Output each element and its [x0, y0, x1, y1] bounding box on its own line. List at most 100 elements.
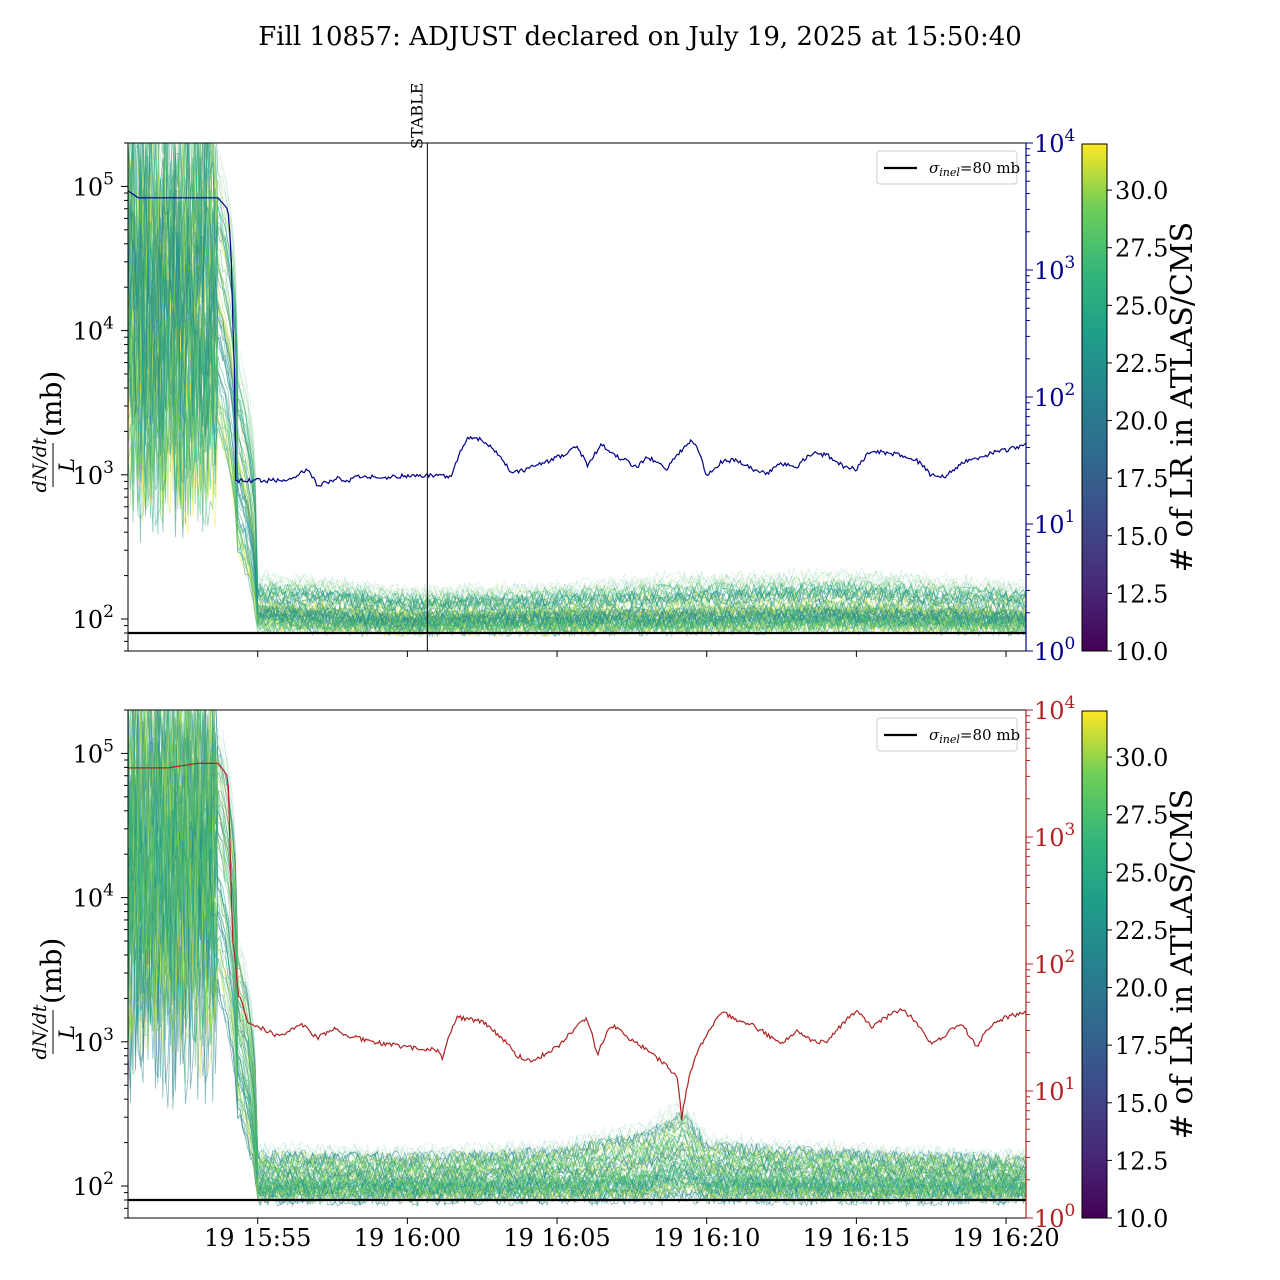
left-axis-label-denominator: L: [55, 458, 79, 473]
lr-trace: [128, 143, 1026, 612]
lr-trace: [128, 710, 1026, 1184]
lr-trace: [128, 710, 1026, 1176]
left-axis-label-denominator: L: [55, 1025, 79, 1040]
lr-trace: [128, 710, 1026, 1179]
lr-trace: [128, 746, 1026, 1192]
lr-trace: [128, 324, 1026, 638]
left-axis-label-unit: (mb): [35, 371, 68, 437]
colorbar-label: # of LR in ATLAS/CMS: [1165, 222, 1200, 572]
right-axis-tick-label: 101: [1034, 1074, 1075, 1106]
legend-label: σinel=80 mb: [929, 159, 1020, 179]
lr-trace: [128, 710, 1026, 1177]
lr-trace: [130, 710, 1026, 1162]
lr-trace: [128, 710, 1026, 1182]
lr-trace: [128, 710, 1026, 1170]
lr-trace: [128, 710, 1026, 1176]
lr-trace: [128, 216, 1026, 629]
lr-trace: [128, 143, 1026, 615]
lr-trace: [128, 735, 1026, 1190]
right-axis-tick-label: 103: [1034, 820, 1075, 852]
lr-trace: [128, 201, 1026, 627]
colorbar: 10.0 12.5 15.0 17.5 20.0 22.5 25.0 27.5 30.0 # of…: [1081, 143, 1200, 666]
lr-trace: [128, 143, 1026, 601]
lr-trace: [128, 773, 1026, 1196]
lr-trace: [128, 730, 1026, 1189]
lr-trace: [128, 143, 1026, 610]
left-axis-label-numerator: dN/dt: [29, 1004, 51, 1059]
lr-trace: [128, 215, 1026, 630]
lr-trace: [128, 710, 1026, 1182]
lr-trace: [128, 790, 1026, 1196]
lr-trace: [128, 710, 1026, 1179]
colorbar-label: # of LR in ATLAS/CMS: [1165, 789, 1200, 1139]
x-axis-tick-label: 19 16:05: [503, 1224, 610, 1252]
lr-trace: [128, 819, 1026, 1201]
lr-trace: [128, 224, 1026, 631]
right-axis-tick-label: 101: [1034, 507, 1075, 539]
lr-trace: [128, 143, 1026, 614]
lr-trace: [130, 710, 1026, 1163]
lr-trace: [128, 758, 1026, 1194]
lr-trace: [128, 195, 1026, 626]
colorbar-tick-label: 10.0: [1115, 638, 1168, 666]
lr-trace: [128, 843, 1026, 1203]
lr-trace: [128, 858, 1026, 1204]
lr-trace: [128, 157, 1026, 622]
lr-trace: [128, 710, 1026, 1184]
lr-trace: [128, 153, 1026, 623]
lr-trace: [128, 221, 1026, 627]
lr-trace: [128, 240, 1026, 630]
x-axis-tick-label: 19 16:15: [803, 1224, 910, 1252]
colorbar-tick-label: 22.5: [1115, 917, 1168, 945]
left-axis-tick-label: 104: [73, 881, 114, 913]
lr-trace: [128, 143, 1026, 609]
colorbar: 10.0 12.5 15.0 17.5 20.0 22.5 25.0 27.5 30.0 # of…: [1081, 710, 1200, 1233]
lr-trace: [132, 143, 1026, 603]
x-axis-tick-label: 19 15:55: [204, 1224, 311, 1252]
lr-trace: [128, 195, 1026, 627]
lr-trace: [128, 143, 1026, 615]
lr-trace: [128, 143, 1026, 599]
lr-trace: [128, 188, 1026, 627]
colorbar-tick-label: 30.0: [1115, 177, 1168, 205]
lr-trace: [128, 710, 1026, 1170]
colorbar-tick-label: 10.0: [1115, 1205, 1168, 1233]
lr-trace: [128, 241, 1026, 632]
colorbar-tick-label: 20.0: [1115, 975, 1168, 1003]
lr-trace: [128, 234, 1026, 630]
legend: σinel=80 mb: [876, 150, 1020, 185]
x-axis-tick-label: 19 16:20: [952, 1224, 1059, 1252]
lr-trace: [128, 143, 1026, 620]
lr-trace: [128, 143, 1026, 607]
lr-trace: [128, 710, 1026, 1184]
left-axis-tick-label: 105: [73, 169, 114, 201]
lr-trace: [137, 143, 1026, 604]
lr-trace: [128, 790, 1026, 1197]
lr-trace: [128, 710, 1026, 1168]
lr-trace: [128, 156, 1026, 624]
lr-trace: [128, 190, 1026, 628]
lr-trace: [128, 740, 1026, 1191]
left-axis-label-numerator: dN/dt: [29, 437, 51, 492]
colorbar-tick-label: 15.0: [1115, 1090, 1168, 1118]
lr-trace: [128, 143, 1026, 603]
x-axis-tick-label: 19 16:10: [653, 1224, 760, 1252]
lr-trace: [128, 143, 1026, 615]
lr-trace: [128, 813, 1026, 1196]
colorbar-tick-label: 27.5: [1115, 802, 1168, 830]
lr-trace: [128, 143, 1026, 609]
lr-trace: [128, 775, 1026, 1195]
left-axis-label-unit: (mb): [35, 938, 68, 1004]
lr-trace: [128, 158, 1026, 623]
colorbar-tick-label: 27.5: [1115, 235, 1168, 263]
lr-trace: [128, 710, 1026, 1170]
lr-trace: [128, 201, 1026, 627]
plot-frame: [127, 709, 1027, 1219]
x-axis-tick-label: 19 16:00: [354, 1224, 461, 1252]
lr-trace: [128, 192, 1026, 627]
lr-trace: [128, 188, 1026, 624]
left-axis-tick-label: 104: [73, 314, 114, 346]
right-axis-tick-label: 104: [1034, 126, 1075, 158]
